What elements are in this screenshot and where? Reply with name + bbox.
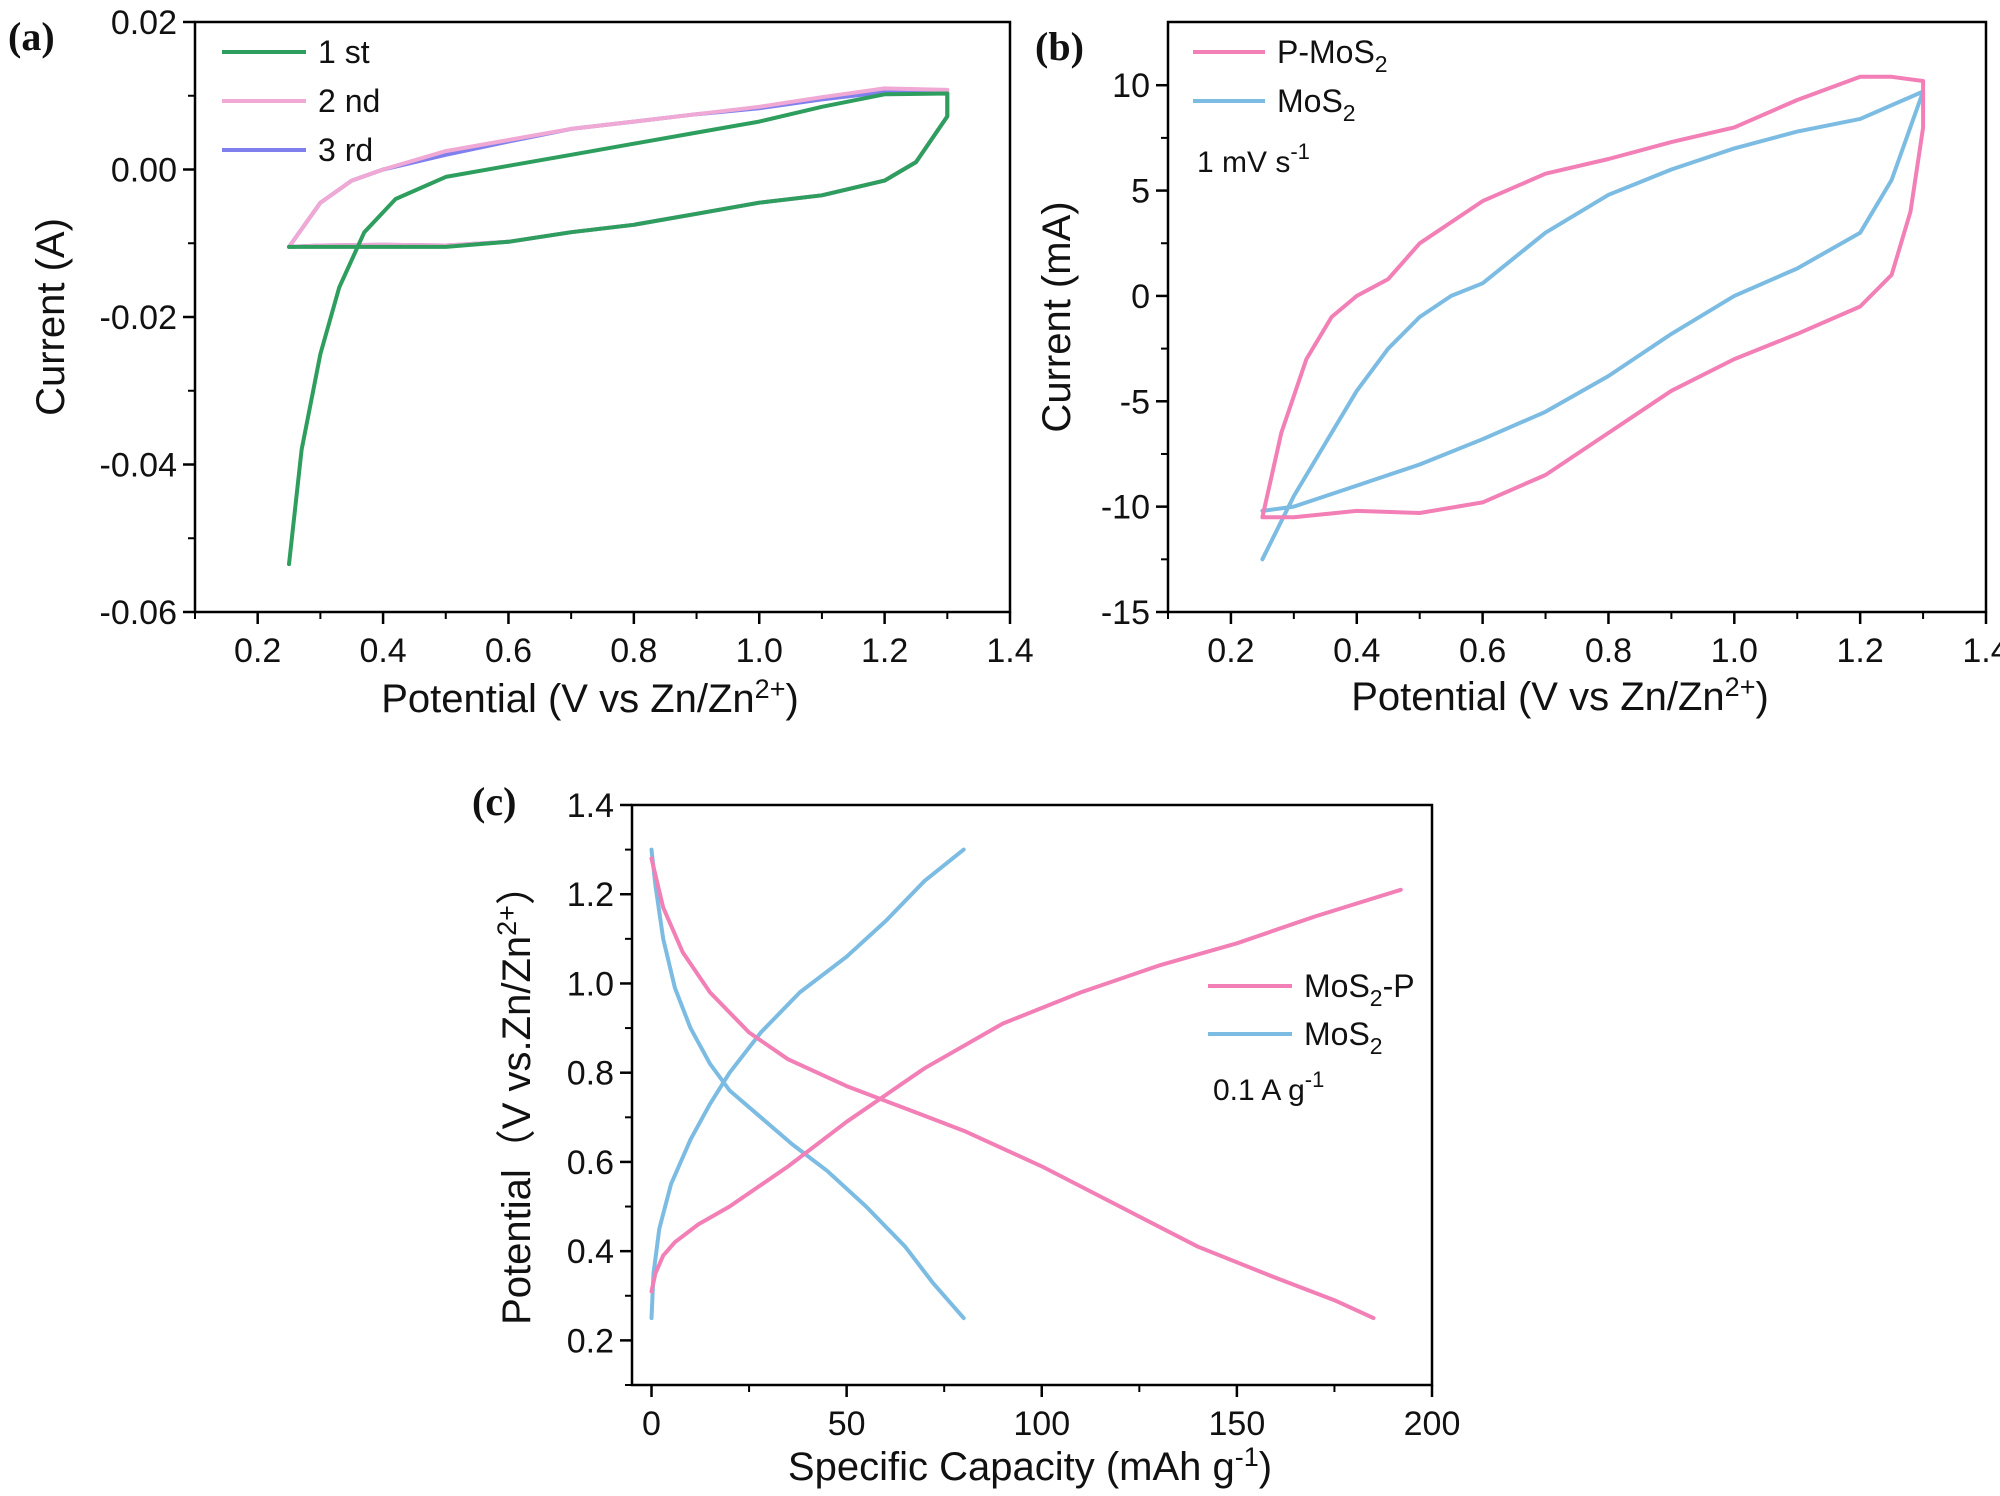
legend-label: MoS2 (1304, 1016, 1383, 1059)
x-axis-title-text: Potential (V vs Zn/Zn (381, 677, 754, 721)
x-tick-label: 1.4 (986, 632, 1033, 670)
x-axis-title: Specific Capacity (mAh g-1) (788, 1442, 1272, 1489)
series-line-MoS2-P (649, 887, 1403, 1294)
panel-label: (c) (472, 779, 516, 824)
y-tick-label: 0.00 (111, 152, 177, 190)
y-tick-label: 1.2 (567, 876, 614, 914)
y-tick-label: -0.02 (100, 299, 178, 337)
x-tick-label: 150 (1209, 1405, 1266, 1443)
x-tick-label: 0.6 (1459, 632, 1506, 670)
x-tick-label: 1.0 (1711, 632, 1758, 670)
x-tick-label: 0.4 (359, 632, 406, 670)
chart-annotation: 1 mV s-1 (1197, 139, 1310, 179)
x-tick-label: 0.6 (485, 632, 532, 670)
x-axis-title: Potential (V vs Zn/Zn2+) (381, 674, 799, 721)
x-axis-title-text: Specific Capacity (mAh g (788, 1445, 1235, 1489)
legend-label: MoS2-P (1304, 968, 1415, 1011)
series-line-MoS2 (649, 847, 966, 1321)
x-tick-label: 1.4 (1962, 632, 2000, 670)
annotation-text: 1 mV s (1197, 146, 1290, 179)
chart-annotation: 0.1 A g-1 (1213, 1067, 1324, 1107)
y-axis-title: Potential（V vs.Zn/Zn2+） (492, 865, 539, 1325)
y-tick-label: -15 (1101, 594, 1150, 632)
x-axis-title-close: ) (785, 677, 798, 721)
x-tick-label: 0.8 (610, 632, 657, 670)
plot-frame (1166, 20, 1988, 614)
legend-label-sub: 2 (1343, 100, 1356, 126)
legend-label-sub: 2 (1370, 1033, 1383, 1059)
x-tick-label: 1.2 (1837, 632, 1884, 670)
legend-label: 1 st (318, 34, 370, 70)
plot-frame (630, 803, 1434, 1387)
y-axis-title: Current (A) (29, 218, 73, 416)
x-tick-label: 1.0 (736, 632, 783, 670)
x-axis-title-close: ) (1755, 675, 1768, 719)
annotation-sup: -1 (1290, 139, 1310, 164)
legend-label-tail: -P (1383, 968, 1415, 1004)
y-tick-label: -0.06 (100, 594, 178, 632)
y-tick-label: 0.8 (567, 1055, 614, 1093)
y-axis-title-sup: 2+ (492, 905, 522, 936)
x-axis-title: Potential (V vs Zn/Zn2+) (1351, 672, 1769, 719)
legend-label: 2 nd (318, 83, 380, 119)
y-tick-label: -0.04 (100, 447, 178, 485)
legend-label-text: P-MoS (1277, 34, 1375, 70)
x-axis-title-sup: 2+ (755, 674, 786, 704)
series-line-MoS2 (649, 847, 966, 1321)
legend-label: 3 rd (318, 132, 373, 168)
x-tick-label: 0.2 (234, 632, 281, 670)
legend-label-text: MoS (1277, 83, 1343, 119)
y-tick-label: 10 (1112, 67, 1150, 105)
legend-label-text: MoS (1304, 968, 1370, 1004)
series-line-2 nd (287, 86, 950, 249)
x-axis-title-text: Potential (V vs Zn/Zn (1351, 675, 1724, 719)
panel-b: (b) 0.2 0.4 0.6 0.8 1.0 1.2 1.4 -15 -10 -5 0 5 10 Pote… (1035, 20, 2000, 719)
x-tick-label: 0 (642, 1405, 661, 1443)
legend-label: P-MoS2 (1277, 34, 1388, 77)
x-tick-label: 0.4 (1333, 632, 1380, 670)
y-tick-label: 0.02 (111, 4, 177, 42)
x-axis-title-sup: -1 (1235, 1442, 1259, 1472)
y-tick-label: 0.2 (567, 1322, 614, 1360)
x-tick-label: 0.2 (1207, 632, 1254, 670)
y-tick-label: -10 (1101, 489, 1150, 527)
y-tick-label: 5 (1131, 173, 1150, 211)
series-line-MoS2 (1260, 89, 1926, 562)
x-tick-label: 1.2 (861, 632, 908, 670)
annotation-text: 0.1 A g (1213, 1074, 1305, 1107)
legend-label-text: MoS (1304, 1016, 1370, 1052)
legend-label: MoS2 (1277, 83, 1356, 126)
series-line-1 st (287, 91, 950, 567)
series-line-MoS2-P (649, 856, 1376, 1321)
y-axis-title-text: Potential（V vs.Zn/Zn (495, 936, 539, 1325)
x-tick-label: 100 (1013, 1405, 1070, 1443)
y-tick-label: 1.4 (567, 787, 614, 825)
legend-label-sub: 2 (1375, 51, 1388, 77)
y-axis-title-close: ） (495, 865, 539, 905)
panel-c: (c) 0 50 100 150 200 0.2 0.4 0.6 0.8 1.0 1.2 1.4 Spec… (472, 779, 1460, 1489)
panel-label: (b) (1035, 24, 1084, 69)
legend-label-sub: 2 (1370, 985, 1383, 1011)
x-tick-label: 0.8 (1585, 632, 1632, 670)
y-tick-label: 1.0 (567, 965, 614, 1003)
x-tick-label: 50 (828, 1405, 866, 1443)
panel-label: (a) (8, 14, 55, 59)
x-tick-label: 200 (1404, 1405, 1461, 1443)
y-tick-label: 0.4 (567, 1233, 614, 1271)
y-tick-label: 0.6 (567, 1144, 614, 1182)
x-axis-title-close: ) (1259, 1445, 1272, 1489)
annotation-sup: -1 (1305, 1067, 1325, 1092)
series-line-P-MoS2 (1260, 74, 1926, 520)
panel-a: (a) 0.2 0.4 0.6 0.8 1.0 1.2 1.4 -0.06 -0.04 -0.02 0… (8, 4, 1034, 721)
y-tick-label: -5 (1120, 383, 1150, 421)
y-tick-label: 0 (1131, 278, 1150, 316)
y-axis-title: Current (mA) (1035, 201, 1079, 432)
x-axis-title-sup: 2+ (1725, 672, 1756, 702)
